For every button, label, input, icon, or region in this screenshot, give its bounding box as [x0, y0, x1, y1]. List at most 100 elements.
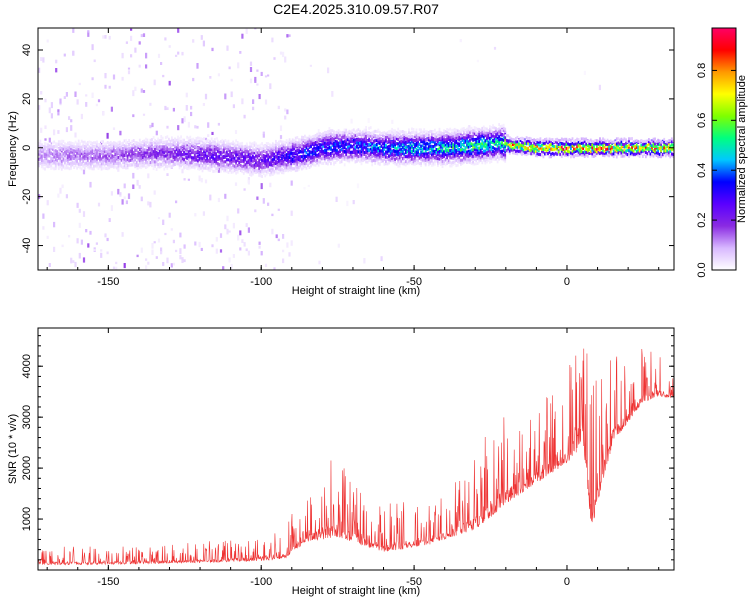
spectrogram-ridge-cell — [80, 162, 83, 166]
spectrogram-ridge-cell — [189, 135, 192, 139]
spectrogram-ridge-cell — [476, 148, 479, 152]
spectrogram-ridge-cell — [163, 150, 166, 154]
spectrogram-ridge-cell — [230, 160, 233, 164]
spectrogram-ridge-cell — [362, 148, 364, 152]
spectrogram-ridge-cell — [522, 143, 525, 147]
spectrogram-ridge-cell — [114, 152, 117, 156]
spectrogram-ridge-cell — [476, 132, 479, 136]
spectrogram-ridge-cell — [197, 149, 199, 153]
spectrogram-cell — [95, 103, 98, 107]
spectrogram-ridge-cell — [77, 162, 80, 166]
spectrogram-ridge-cell — [507, 134, 510, 138]
spectrogram-ridge-cell — [39, 161, 42, 165]
spectrogram-ridge-cell — [244, 166, 247, 170]
spectrogram-ridge-cell — [548, 145, 551, 149]
spectrogram-cell — [202, 103, 205, 106]
spectrogram-ridge-cell — [195, 137, 198, 141]
spectrogram-ridge-cell — [145, 153, 147, 156]
spectrogram-ridge-cell — [473, 162, 476, 166]
spectrogram-ridge-cell — [149, 161, 152, 164]
spectrogram-ridge-cell — [116, 148, 118, 152]
spectrogram-ridge-cell — [542, 155, 545, 159]
spectrogram-ridge-cell — [224, 151, 227, 155]
spectrogram-ridge-cell — [163, 167, 166, 171]
spectrogram-ridge-cell — [397, 149, 400, 153]
spectrogram-ridge-cell — [235, 168, 237, 172]
spectrogram-ridge-cell — [484, 131, 487, 135]
spectrogram-ridge-cell — [93, 156, 95, 160]
spectrogram-ridge-cell — [641, 148, 644, 152]
spectrogram-ridge-cell — [368, 148, 370, 152]
spectrogram-ridge-cell — [452, 160, 455, 164]
spectrogram-ridge-cell — [417, 158, 419, 162]
spectrogram-cell — [147, 173, 150, 179]
spectrogram-ridge-cell — [181, 138, 184, 142]
spectrogram-ridge-cell — [198, 136, 201, 140]
spectrogram-ridge-cell — [408, 147, 410, 151]
spectrogram-ridge-cell — [375, 129, 378, 133]
spectrogram-ridge-cell — [374, 143, 377, 147]
spectrogram-ridge-cell — [210, 137, 213, 141]
spectrogram-ridge-cell — [537, 138, 540, 142]
spectrogram-ridge-cell — [455, 158, 458, 162]
spectrogram-ridge-cell — [160, 162, 163, 166]
spectrogram-ridge-cell — [169, 163, 172, 167]
spectrogram-ridge-cell — [464, 150, 467, 154]
spectrogram-ridge-cell — [432, 149, 435, 153]
spectrogram-ridge-cell — [250, 170, 253, 174]
spectrogram-ridge-cell — [223, 145, 225, 149]
spectrogram-ridge-cell — [443, 140, 445, 144]
spectrogram-ridge-cell — [328, 152, 331, 156]
spectrogram-ridge-cell — [524, 145, 526, 149]
spectrogram-ridge-cell — [542, 139, 545, 143]
spectrogram-ridge-cell — [632, 140, 635, 144]
spectrogram-ridge-cell — [183, 146, 185, 150]
spectrogram-ridge-cell — [453, 162, 456, 165]
spectrogram-ridge-cell — [479, 137, 482, 141]
spectrogram-ridge-cell — [343, 128, 346, 132]
spectrogram-ridge-cell — [241, 170, 244, 174]
spectrogram-ridge-cell — [388, 139, 390, 143]
spectrogram-ridge-cell — [434, 141, 436, 145]
spectrogram-ridge-cell — [226, 158, 228, 162]
spectrogram-cell — [262, 131, 265, 135]
spectrogram-ridge-cell — [38, 152, 40, 156]
spectrogram-ridge-cell — [317, 138, 320, 142]
spectrogram-cell — [127, 193, 131, 199]
spectrogram-ridge-cell — [140, 141, 143, 145]
spectrogram-ridge-cell — [244, 147, 247, 151]
spectrogram-ridge-cell — [132, 146, 135, 149]
spectrogram-ridge-cell — [404, 163, 407, 167]
spectrogram-ridge-cell — [216, 167, 219, 170]
spectrogram-cell — [38, 67, 41, 73]
spectrogram-ridge-cell — [508, 136, 511, 140]
spectrogram-ridge-cell — [482, 129, 485, 133]
spectrogram-ridge-cell — [411, 140, 413, 144]
spectrogram-ridge-cell — [103, 163, 106, 167]
spectrogram-cell — [136, 254, 139, 258]
spectrogram-ridge-cell — [161, 164, 164, 168]
spectrogram-ridge-cell — [322, 134, 325, 138]
spectrogram-cell — [282, 51, 285, 58]
spectrogram-ridge-cell — [206, 159, 208, 163]
spectrogram-ridge-cell — [142, 161, 144, 165]
spectrogram-ridge-cell — [423, 140, 426, 144]
spectrogram-ridge-cell — [377, 152, 380, 156]
spectrogram-ridge-cell — [290, 145, 293, 149]
spectrogram-ridge-cell — [253, 149, 256, 153]
spectrogram-ridge-cell — [143, 151, 146, 155]
spectrogram-ridge-cell — [585, 148, 588, 151]
spectrogram-ridge-cell — [253, 151, 256, 155]
spectrogram-cell — [356, 183, 360, 189]
spectrogram-cell — [290, 210, 293, 216]
spectrogram-ridge-cell — [648, 140, 650, 144]
spectrogram-ridge-cell — [155, 155, 158, 159]
spectrogram-ridge-cell — [541, 139, 543, 143]
spectrogram-ridge-cell — [420, 155, 422, 159]
spectrogram-ridge-cell — [388, 161, 390, 165]
spectrogram-ridge-cell — [551, 138, 554, 142]
spectrogram-ridge-cell — [574, 150, 577, 153]
spectrogram-ridge-cell — [161, 140, 164, 144]
spectrogram-ridge-cell — [242, 145, 245, 149]
spectrogram-ridge-cell — [386, 156, 389, 159]
